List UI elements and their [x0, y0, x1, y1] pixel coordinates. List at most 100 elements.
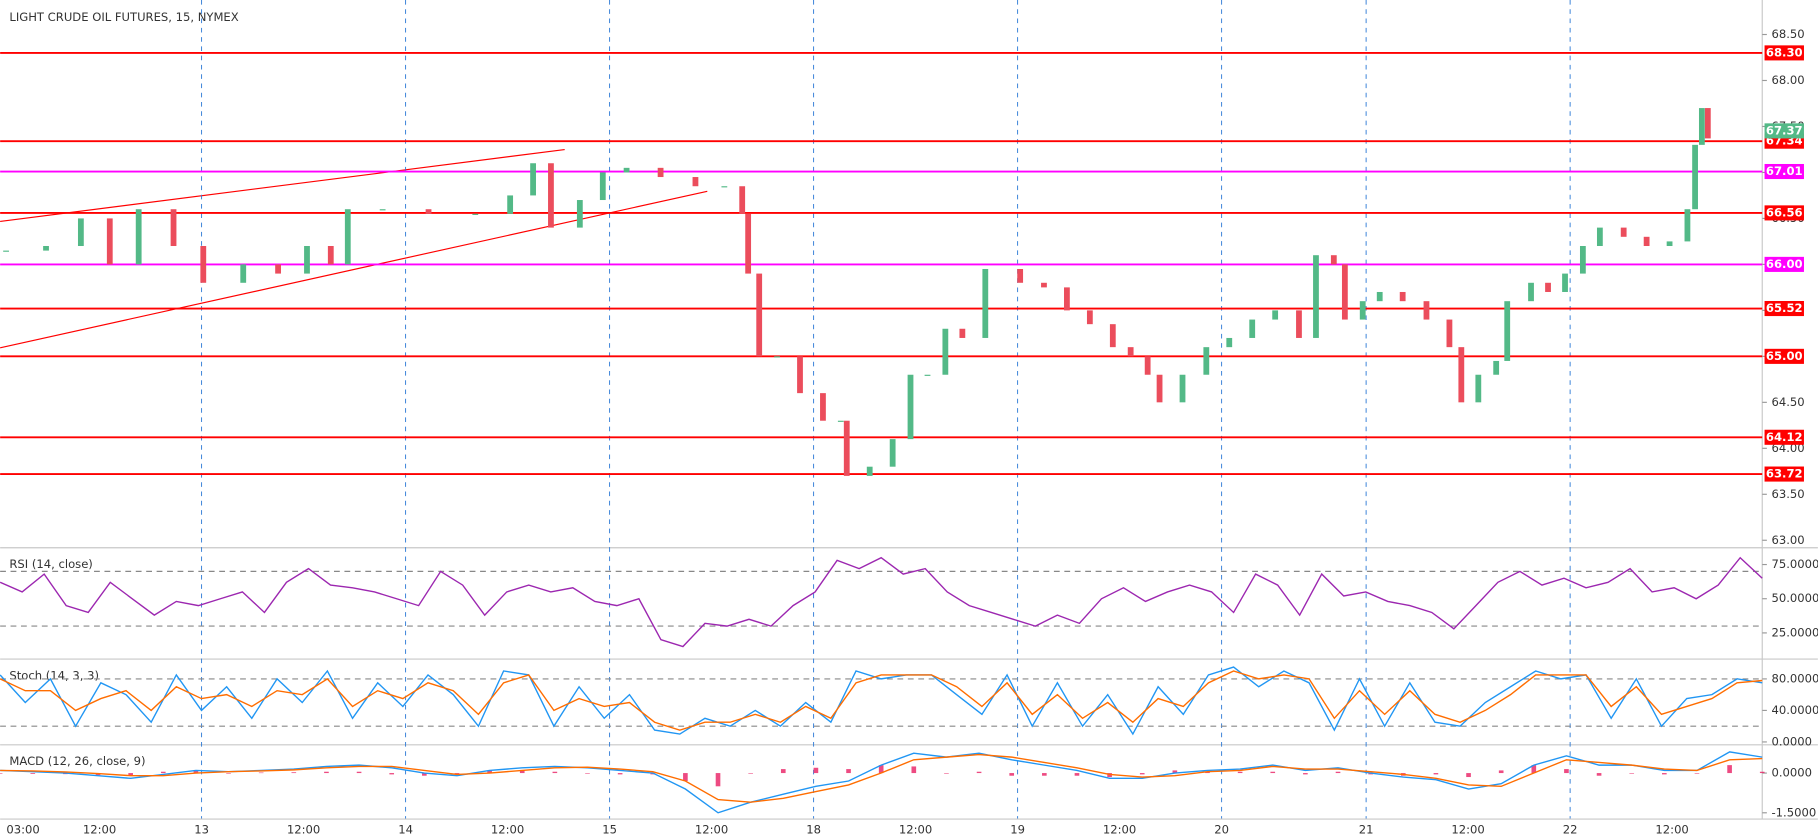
candle [1341, 264, 1348, 320]
candle [866, 466, 873, 476]
x-tick-label: 12:00 [1103, 823, 1136, 837]
y-tick-label: 63.50 [1772, 487, 1805, 501]
histogram-bar [878, 765, 884, 774]
histogram-bar [1662, 773, 1667, 775]
candle [1666, 241, 1673, 247]
candle [599, 172, 606, 201]
candle [1376, 291, 1383, 302]
candle [1086, 310, 1093, 325]
candle [1203, 347, 1210, 375]
candle [1545, 282, 1551, 292]
level-label: 66.00 [1766, 257, 1803, 271]
histogram-bar [128, 773, 133, 776]
candle [1528, 282, 1534, 302]
level-label: 67.01 [1766, 164, 1803, 178]
candle [472, 213, 479, 215]
candle [1698, 108, 1705, 145]
trend-line [0, 148, 565, 222]
level-label-box [1764, 348, 1804, 364]
trend-line [0, 190, 708, 349]
histogram-bar [1694, 773, 1700, 774]
histogram-bar [715, 773, 721, 787]
candle [837, 420, 844, 422]
x-tick-label: 14 [398, 823, 413, 837]
level-label-box [1764, 466, 1804, 482]
candle [1144, 356, 1151, 375]
histogram-bar [389, 773, 395, 775]
y-tick-label: 63.00 [1772, 533, 1805, 547]
level-label-box [1764, 256, 1804, 272]
histogram-bar [911, 766, 917, 774]
candle [756, 273, 763, 357]
candle [1313, 255, 1319, 338]
x-tick-label: 12:00 [83, 823, 116, 837]
candle [379, 209, 386, 211]
histogram-bar [1727, 765, 1732, 774]
candle [77, 218, 84, 247]
histogram-bar [683, 773, 688, 782]
histogram-bar [1564, 769, 1569, 774]
x-tick-label: 12:00 [491, 823, 524, 837]
candle [1156, 374, 1163, 403]
x-tick-label: 22 [1563, 823, 1578, 837]
x-tick-label: 12:00 [1451, 823, 1484, 837]
histogram-bar [258, 772, 264, 774]
candle [1127, 347, 1134, 357]
histogram-bar [846, 769, 851, 774]
candle [106, 218, 113, 265]
candle [1272, 310, 1279, 320]
histogram-bar [1759, 771, 1765, 774]
level-label: 68.30 [1766, 45, 1803, 59]
histogram-bar [226, 773, 231, 774]
y-tick-label: -1.5000 [1772, 805, 1817, 819]
candle [1423, 301, 1430, 320]
level-label: 65.52 [1766, 301, 1803, 315]
y-tick-label: 0.0000 [1772, 766, 1813, 780]
candle [1493, 360, 1500, 375]
candle [1226, 337, 1233, 348]
candle [889, 439, 896, 467]
candle [304, 246, 310, 274]
candle [1475, 374, 1482, 403]
histogram-bar [552, 771, 558, 774]
candle [942, 328, 949, 375]
candle [327, 246, 334, 265]
y-tick-label: 64.50 [1772, 395, 1805, 409]
candle [1399, 291, 1406, 302]
candle [739, 186, 746, 214]
histogram-bar [1270, 771, 1276, 774]
x-tick-label: 20 [1214, 823, 1229, 837]
x-tick-label: 12:00 [695, 823, 728, 837]
candle [820, 393, 826, 421]
candle [1017, 268, 1024, 283]
histogram-bar [813, 767, 819, 774]
x-tick-label: 12:00 [899, 823, 932, 837]
last-price-box [1764, 123, 1804, 139]
candle [1504, 301, 1511, 361]
histogram-bar [976, 771, 982, 774]
candle [797, 356, 803, 394]
candle [907, 374, 914, 440]
histogram-bar [1466, 773, 1471, 778]
candle [275, 264, 281, 274]
candle [1249, 319, 1256, 338]
x-tick-label: 18 [806, 823, 821, 837]
indicator-line [0, 670, 1763, 731]
y-tick-label: 0.0000 [1772, 734, 1813, 748]
candle [1579, 246, 1586, 274]
x-tick-label: 21 [1359, 823, 1374, 837]
x-tick-label: 12:00 [1655, 823, 1688, 837]
histogram-bar [1629, 773, 1635, 774]
candle [1179, 374, 1186, 403]
level-label: 64.12 [1766, 430, 1803, 444]
histogram-bar [1531, 765, 1537, 774]
level-label-box [1764, 45, 1804, 61]
candle [425, 209, 432, 214]
level-label-box [1764, 205, 1804, 221]
histogram-bar [193, 770, 199, 774]
histogram-bar [160, 771, 166, 774]
histogram-bar [487, 770, 492, 774]
level-label-box [1764, 429, 1804, 445]
x-tick-label: 13 [194, 823, 209, 837]
